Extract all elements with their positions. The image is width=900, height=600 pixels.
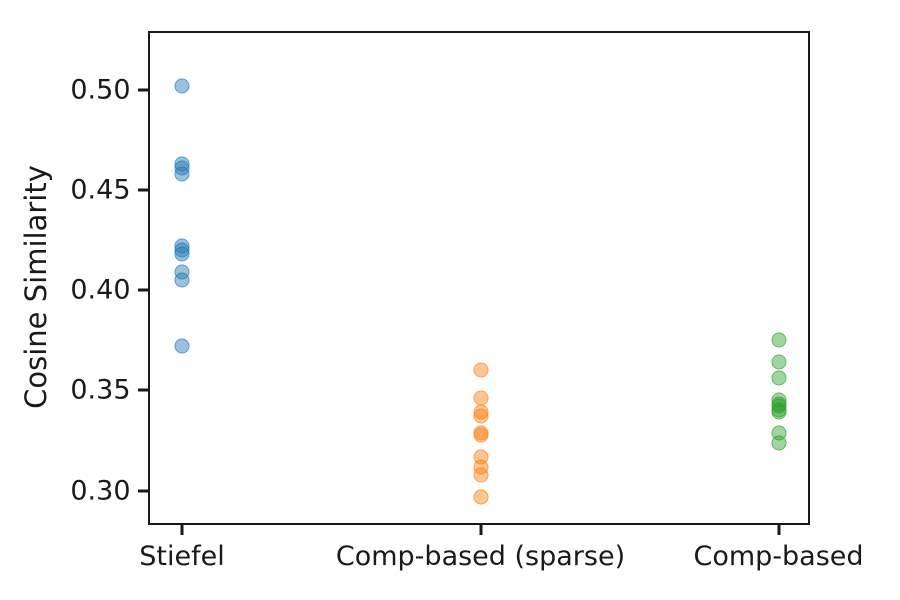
data-point: [771, 404, 786, 420]
x-tick-mark: [479, 525, 482, 535]
y-tick-mark: [137, 489, 148, 493]
data-point: [174, 338, 190, 354]
data-point: [174, 246, 190, 262]
x-tick-label: Stiefel: [139, 541, 225, 572]
y-tick-label: 0.30: [70, 475, 131, 507]
data-point: [473, 467, 488, 483]
data-point: [473, 362, 488, 378]
y-tick-label: 0.50: [70, 74, 131, 106]
y-tick-mark: [137, 288, 148, 292]
data-point: [771, 332, 786, 348]
data-point: [771, 370, 786, 386]
data-point: [473, 390, 488, 406]
y-tick-label: 0.45: [70, 174, 131, 206]
x-tick-label: Comp-based (sparse): [335, 541, 626, 572]
data-point: [174, 166, 190, 182]
y-tick-label: 0.40: [70, 274, 131, 306]
data-point: [473, 408, 488, 424]
data-point: [771, 354, 786, 370]
y-tick-mark: [137, 88, 148, 92]
x-tick-label: Comp-based: [693, 541, 864, 572]
y-axis-label: Cosine Similarity: [19, 165, 53, 409]
data-point: [771, 435, 786, 451]
y-tick-mark: [137, 188, 148, 192]
y-tick-label: 0.35: [70, 374, 131, 406]
y-tick-mark: [137, 388, 148, 392]
x-tick-mark: [777, 525, 780, 535]
data-point: [174, 272, 190, 288]
data-point: [174, 78, 190, 94]
plot-area: [147, 31, 810, 525]
data-point: [473, 489, 488, 505]
data-point: [473, 427, 488, 443]
x-tick-mark: [180, 525, 184, 535]
